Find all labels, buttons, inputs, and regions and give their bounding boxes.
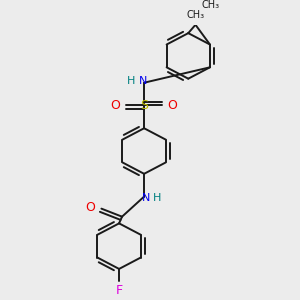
Text: H: H bbox=[127, 76, 135, 86]
Text: O: O bbox=[168, 99, 178, 112]
Text: F: F bbox=[116, 284, 123, 297]
Text: O: O bbox=[111, 99, 121, 112]
Text: S: S bbox=[140, 99, 148, 112]
Text: N: N bbox=[141, 193, 150, 203]
Text: CH₃: CH₃ bbox=[201, 0, 219, 10]
Text: H: H bbox=[153, 193, 161, 203]
Text: CH₃: CH₃ bbox=[186, 10, 204, 20]
Text: O: O bbox=[85, 201, 95, 214]
Text: N: N bbox=[139, 76, 147, 86]
